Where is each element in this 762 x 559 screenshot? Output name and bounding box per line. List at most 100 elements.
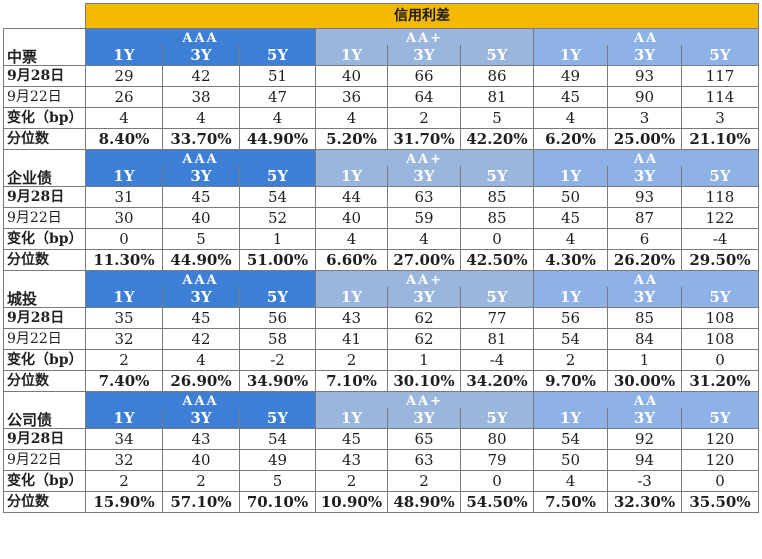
- table-cell: 118: [681, 186, 759, 208]
- table-row: 9月22日 26 38 47 36 64 81 45 90 114: [3, 86, 759, 108]
- tenor-header-aa-5y: 5Y: [681, 287, 759, 308]
- table-cell: 0: [681, 470, 759, 492]
- table-row: 变化（bp） 2 4 -2 2 1 -4 2 1 0: [3, 349, 759, 371]
- table-cell: 7.10%: [315, 370, 388, 392]
- row-label: 分位数: [3, 491, 86, 513]
- table-cell: 80: [460, 428, 534, 450]
- grade-header-aa-plus: AA+: [315, 149, 534, 166]
- table-cell: 70.10%: [239, 491, 316, 513]
- table-cell: -4: [681, 228, 759, 250]
- table-cell: 85: [607, 307, 682, 329]
- row-label: 9月22日: [3, 328, 86, 350]
- tenor-header-aaa-1y: 1Y: [85, 45, 163, 66]
- tenor-header-aaa-5y: 5Y: [239, 408, 316, 429]
- tenor-header-aa-plus-1y: 1Y: [315, 45, 388, 66]
- table-cell: 54.50%: [460, 491, 534, 513]
- grade-header-row: 城投 AAA AA+ AA: [3, 270, 759, 308]
- table-cell: 54: [533, 428, 608, 450]
- table-cell: 94: [607, 449, 682, 471]
- table-cell: 38: [162, 86, 240, 108]
- table-cell: 92: [607, 428, 682, 450]
- table-cell: 6.20%: [533, 128, 608, 150]
- tenor-header-row: 1Y 3Y 5Y 1Y 3Y 5Y 1Y 3Y 5Y: [4, 408, 759, 429]
- tenor-header-aa-plus-3y: 3Y: [387, 408, 461, 429]
- table-cell: 90: [607, 86, 682, 108]
- table-cell: 81: [460, 328, 534, 350]
- table-cell: 48.90%: [387, 491, 461, 513]
- table-cell: 64: [387, 86, 461, 108]
- table-row: 9月28日 35 45 56 43 62 77 56 85 108: [3, 307, 759, 329]
- table-cell: 36: [315, 86, 388, 108]
- table-cell: 43: [315, 307, 388, 329]
- tenor-header-aa-plus-3y: 3Y: [387, 287, 461, 308]
- tenor-header-aaa-5y: 5Y: [239, 166, 316, 187]
- grade-header-row: 公司债 AAA AA+ AA: [3, 391, 759, 429]
- table-cell: 2: [387, 107, 461, 129]
- table-cell: 8.40%: [85, 128, 163, 150]
- table-cell: 66: [387, 65, 461, 87]
- table-cell: 29.50%: [681, 249, 759, 271]
- row-label: 9月28日: [3, 65, 86, 87]
- table-cell: 56: [533, 307, 608, 329]
- table-cell: 49: [239, 449, 316, 471]
- tenor-header-aaa-3y: 3Y: [162, 166, 240, 187]
- table-cell: 42: [162, 65, 240, 87]
- table-cell: 108: [681, 307, 759, 329]
- row-label: 分位数: [3, 128, 86, 150]
- tenor-header-aa-3y: 3Y: [607, 166, 682, 187]
- table-cell: 21.10%: [681, 128, 759, 150]
- table-cell: 57.10%: [162, 491, 240, 513]
- table-cell: 42: [162, 328, 240, 350]
- table-cell: 54: [239, 186, 316, 208]
- table-cell: 7.50%: [533, 491, 608, 513]
- table-row: 9月28日 34 43 54 45 65 80 54 92 120: [3, 428, 759, 450]
- table-cell: 114: [681, 86, 759, 108]
- table-cell: 4: [533, 228, 608, 250]
- grade-header-aa-plus: AA+: [315, 391, 534, 408]
- tenor-header-aaa-3y: 3Y: [162, 408, 240, 429]
- table-cell: 5: [460, 107, 534, 129]
- table-cell: 56: [239, 307, 316, 329]
- tenor-header-aa-5y: 5Y: [681, 408, 759, 429]
- table-cell: 63: [387, 186, 461, 208]
- tenor-header-aa-plus-3y: 3Y: [387, 45, 461, 66]
- table-cell: 2: [162, 470, 240, 492]
- table-cell: 6.60%: [315, 249, 388, 271]
- title-row: 信用利差: [3, 3, 759, 29]
- table-cell: 120: [681, 449, 759, 471]
- table-cell: 29: [85, 65, 163, 87]
- table-cell: 10.90%: [315, 491, 388, 513]
- row-label: 9月28日: [3, 186, 86, 208]
- table-cell: 4: [162, 349, 240, 371]
- table-cell: 120: [681, 428, 759, 450]
- tenor-header-aa-5y: 5Y: [681, 45, 759, 66]
- table-cell: 63: [387, 449, 461, 471]
- tenor-header-aaa-5y: 5Y: [239, 45, 316, 66]
- grade-header-aa-plus: AA+: [315, 270, 534, 287]
- grade-header-aaa: AAA: [85, 391, 316, 408]
- table-cell: 50: [533, 449, 608, 471]
- table-cell: 9.70%: [533, 370, 608, 392]
- tenor-header-aa-plus-3y: 3Y: [387, 166, 461, 187]
- tenor-header-aaa-1y: 1Y: [85, 166, 163, 187]
- table-cell: 62: [387, 307, 461, 329]
- table-row: 9月22日 30 40 52 40 59 85 45 87 122: [3, 207, 759, 229]
- table-cell: 44: [315, 186, 388, 208]
- table-cell: 1: [239, 228, 316, 250]
- tenor-header-row: 1Y 3Y 5Y 1Y 3Y 5Y 1Y 3Y 5Y: [4, 45, 759, 66]
- table-cell: 0: [460, 470, 534, 492]
- tenor-header-row: 1Y 3Y 5Y 1Y 3Y 5Y 1Y 3Y 5Y: [4, 166, 759, 187]
- table-row: 9月22日 32 42 58 41 62 81 54 84 108: [3, 328, 759, 350]
- corner-blank: [3, 3, 86, 29]
- table-cell: 81: [460, 86, 534, 108]
- table-row: 9月28日 31 45 54 44 63 85 50 93 118: [3, 186, 759, 208]
- table-cell: 31.20%: [681, 370, 759, 392]
- table-cell: 42.20%: [460, 128, 534, 150]
- table-cell: 26: [85, 86, 163, 108]
- table-cell: 26.90%: [162, 370, 240, 392]
- table-cell: 79: [460, 449, 534, 471]
- table-cell: 30.00%: [607, 370, 682, 392]
- grade-header-aaa: AAA: [85, 270, 316, 287]
- table-row: 分位数 8.40% 33.70% 44.90% 5.20% 31.70% 42.20% 6.2…: [3, 128, 759, 150]
- table-cell: 4.30%: [533, 249, 608, 271]
